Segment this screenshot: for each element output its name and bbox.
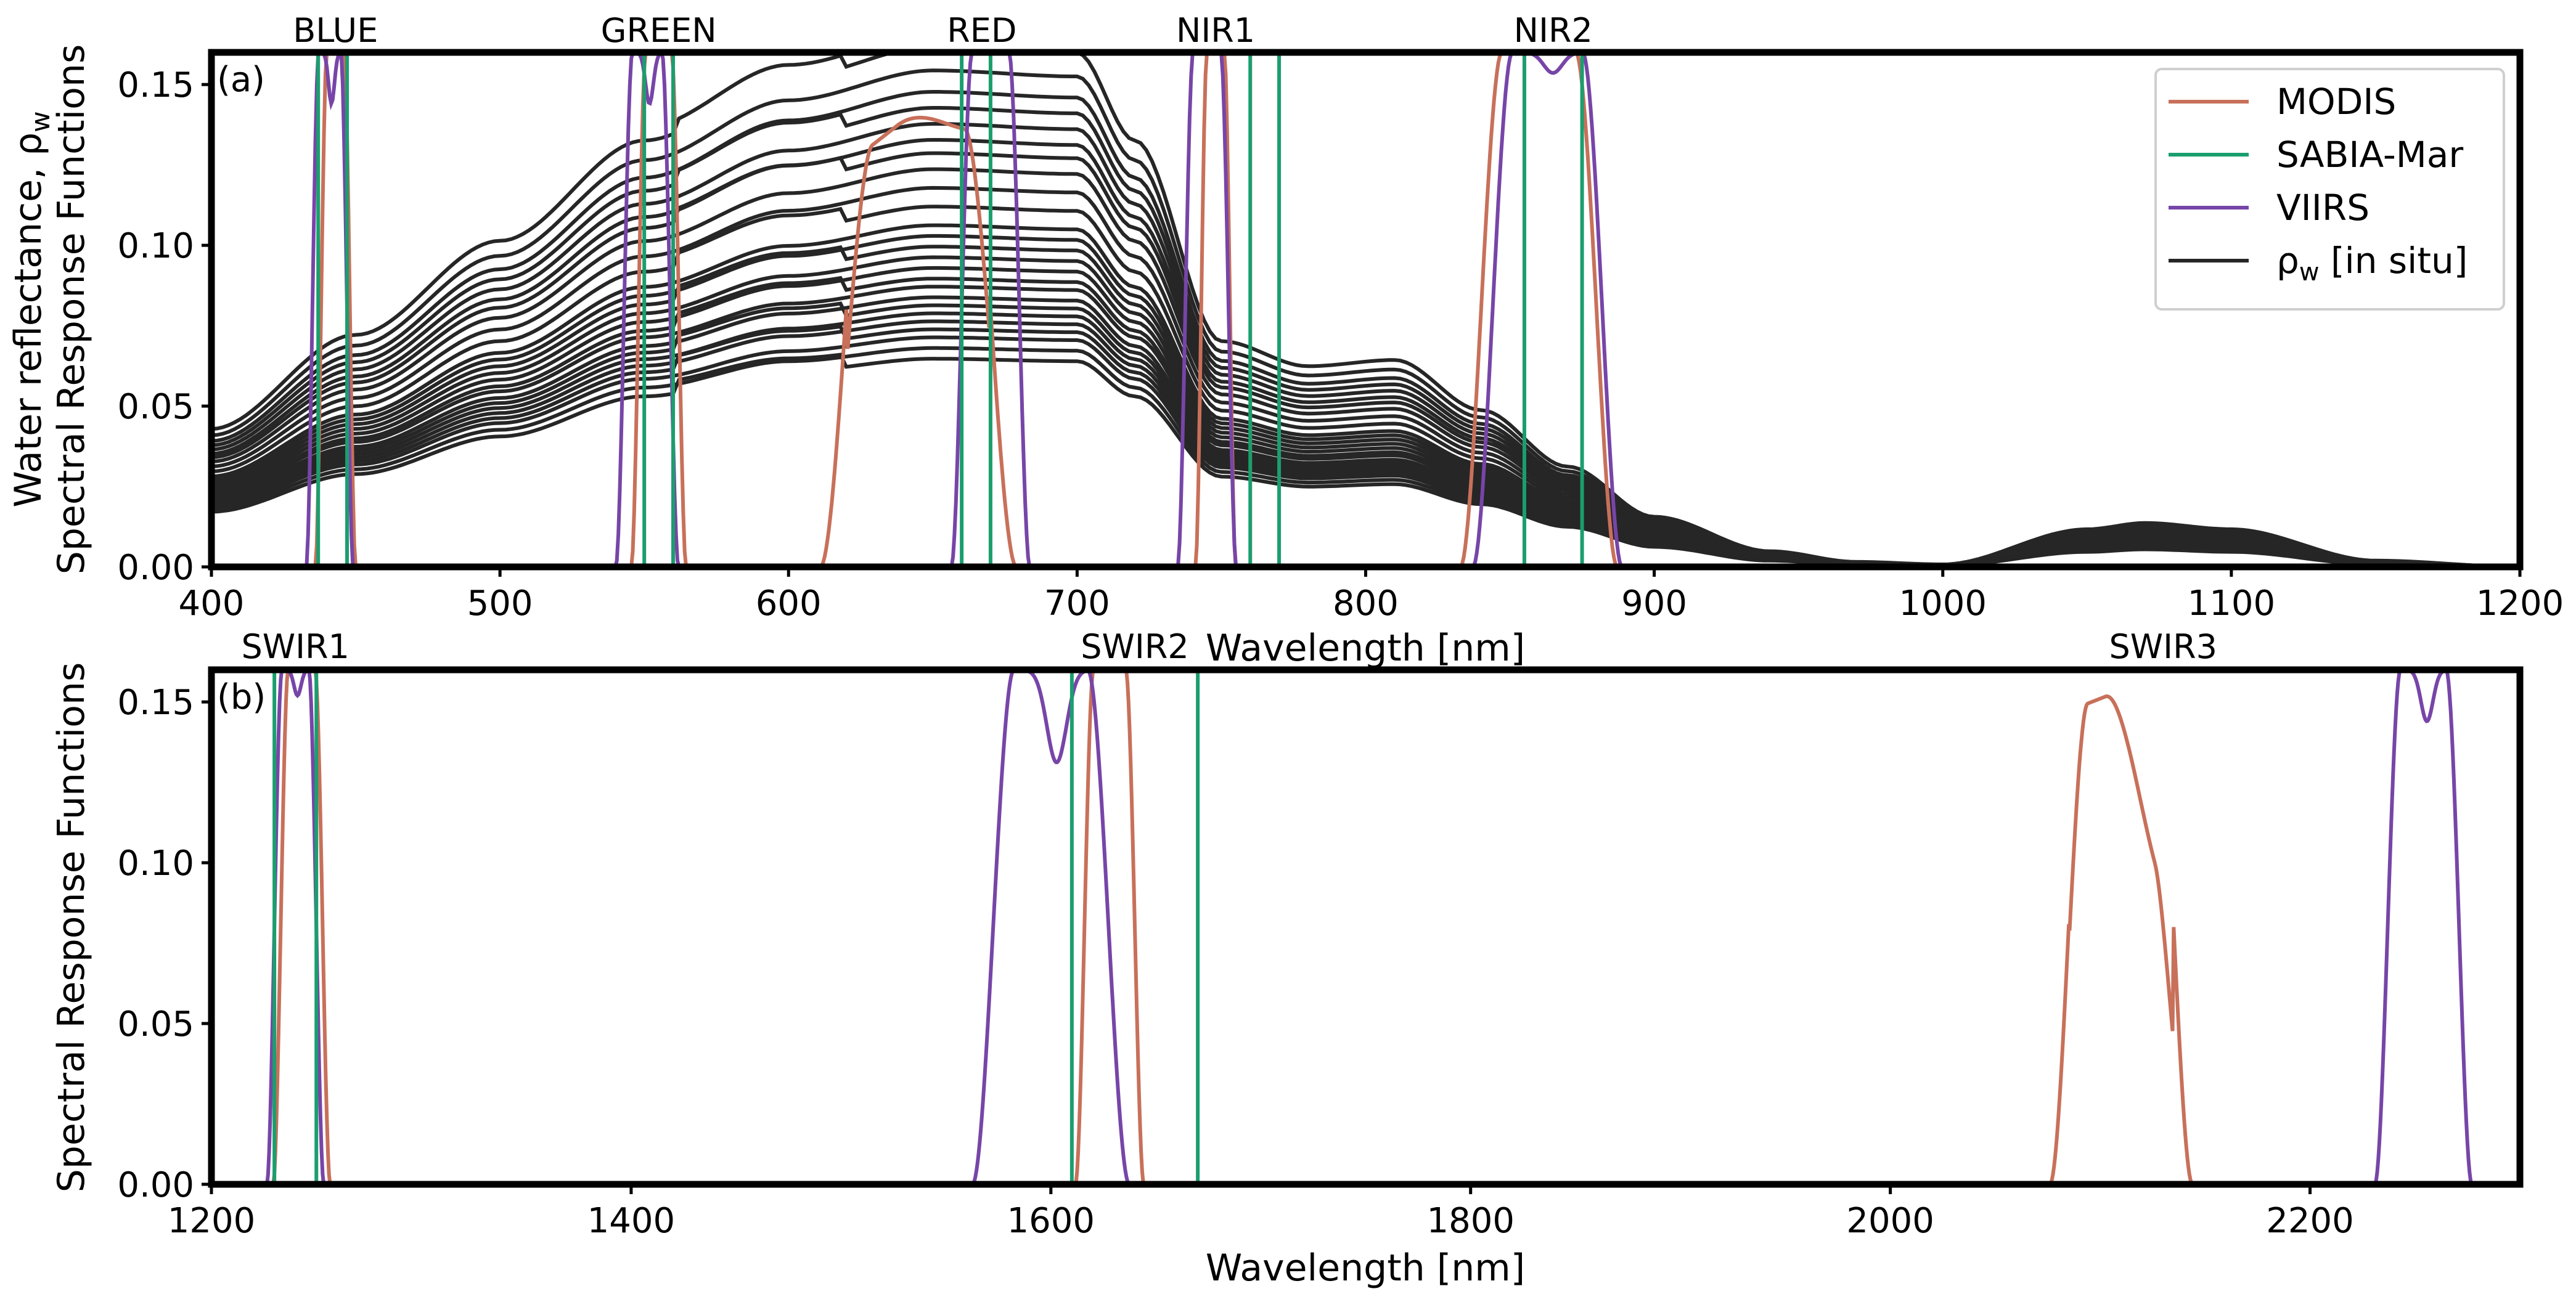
panel-b-x-axis-label: Wavelength [nm] <box>1206 1247 1525 1290</box>
panel-b-frame <box>208 666 2524 1188</box>
panel-a-y-axis-label-line1: Water reflectance, ρw <box>7 111 55 507</box>
x-tick-label: 2000 <box>1846 1201 1934 1241</box>
panel-a-x-axis-label: Wavelength [nm] <box>1206 627 1525 670</box>
in-situ-spectrum-25 <box>211 51 2520 567</box>
x-tick-label: 700 <box>1044 584 1110 624</box>
panel-b-y-ticks: 0.00 0.05 0.10 0.15 <box>117 683 211 1205</box>
panel-a-y-ticks: 0.00 0.05 0.10 0.15 <box>117 65 211 588</box>
panel-b-series <box>253 669 2495 1184</box>
band-label-green: GREEN <box>601 11 717 50</box>
x-tick-label: 1800 <box>1426 1201 1515 1241</box>
legend-label-modis: MODIS <box>2276 81 2396 123</box>
band-label-nir2: NIR2 <box>1514 11 1593 50</box>
band-label-nir1: NIR1 <box>1176 11 1255 50</box>
y-tick-label: 0.05 <box>117 387 194 427</box>
band-label-swir2: SWIR2 <box>1081 627 1188 666</box>
band-label-swir3: SWIR3 <box>2109 627 2217 666</box>
panel-a-label: (a) <box>217 60 265 100</box>
legend-label-viirs: VIIRS <box>2276 187 2370 229</box>
y-tick-label: 0.15 <box>117 65 194 105</box>
panel-a-series <box>211 51 2520 567</box>
x-tick-label: 1200 <box>168 1201 256 1241</box>
y-tick-label: 0.10 <box>117 844 194 884</box>
panel-a-x-ticks: 400 500 600 700 800 900 1000 1100 1200 <box>179 567 2564 624</box>
in-situ-spectrum-24 <box>211 68 2520 567</box>
panel-b-x-ticks: 1200 1400 1600 1800 2000 2200 <box>168 1184 2354 1241</box>
panel-a-plot-area <box>211 51 2520 567</box>
legend-label-in_situ: ρw [in situ] <box>2276 240 2468 287</box>
legend-label-sabia-mar: SABIA-Mar <box>2276 134 2463 176</box>
y-tick-label: 0.05 <box>117 1004 194 1044</box>
x-tick-label: 1100 <box>2188 584 2276 624</box>
viirs-band-1 <box>253 669 338 1184</box>
legend: MODIS SABIA-Mar VIIRS ρw [in situ] <box>2154 68 2505 311</box>
panel-a: BLUE GREEN RED NIR1 NIR2 400 500 600 700 800 900 1… <box>7 11 2564 670</box>
panel-a-y-axis-label-line2: Spectral Response Functions <box>50 44 93 574</box>
y-tick-label: 0.00 <box>117 548 194 588</box>
y-tick-label: 0.10 <box>117 226 194 266</box>
x-tick-label: 800 <box>1333 584 1399 624</box>
modis-band-3 <box>2016 694 2226 1184</box>
x-tick-label: 1600 <box>1007 1201 1095 1241</box>
x-tick-label: 900 <box>1621 584 1687 624</box>
panel-b-label: (b) <box>217 677 266 717</box>
panel-b: SWIR1 SWIR2 SWIR3 1200 1400 1600 1800 2000 2200… <box>50 627 2524 1290</box>
x-tick-label: 1200 <box>2476 584 2564 624</box>
panel-a-band-labels: BLUE GREEN RED NIR1 NIR2 <box>293 11 1593 50</box>
x-tick-label: 500 <box>467 584 533 624</box>
panel-b-plot-area <box>253 669 2495 1184</box>
x-tick-label: 600 <box>756 584 822 624</box>
panel-b-band-labels: SWIR1 SWIR2 SWIR3 <box>241 627 2217 666</box>
x-tick-label: 1000 <box>1899 584 1987 624</box>
panel-b-y-axis-label: Spectral Response Functions <box>50 662 93 1192</box>
y-tick-label: 0.00 <box>117 1165 194 1205</box>
viirs-band-3 <box>2352 669 2495 1184</box>
sabia-mar-band-4 <box>1248 51 1282 567</box>
viirs-band-2 <box>601 51 693 567</box>
x-tick-label: 2200 <box>2266 1201 2354 1241</box>
legend-box <box>2154 68 2505 311</box>
band-label-blue: BLUE <box>293 11 378 50</box>
x-tick-label: 400 <box>179 584 245 624</box>
y-tick-label: 0.15 <box>117 683 194 723</box>
band-label-red: RED <box>947 11 1016 50</box>
x-tick-label: 1400 <box>587 1201 676 1241</box>
band-label-swir1: SWIR1 <box>241 627 349 666</box>
